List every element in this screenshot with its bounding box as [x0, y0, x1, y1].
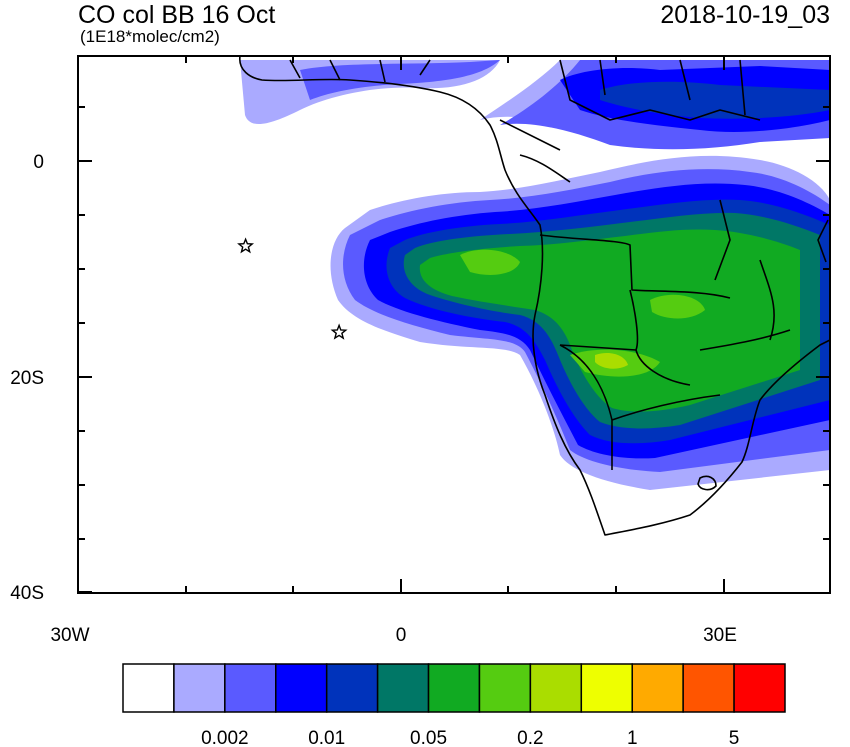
colorbar-swatch — [580, 663, 633, 713]
colorbar-swatch — [224, 663, 277, 713]
lon-tick-label: 30E — [703, 625, 737, 646]
star-marker — [330, 323, 348, 340]
colorbar-swatch — [478, 663, 532, 713]
africa-coastline — [239, 56, 830, 536]
lat-tick-label: 40S — [10, 583, 44, 604]
colorbar-label: 0.002 — [201, 728, 249, 747]
lesotho-outline — [697, 475, 717, 491]
lat-tick-label: 0 — [33, 152, 44, 173]
colorbar-swatch — [325, 663, 379, 713]
colorbar-swatch — [376, 663, 430, 713]
country-borders-east — [699, 199, 791, 351]
co-contour-0.1 — [419, 229, 800, 412]
colorbar-labels: 0.002 0.01 0.05 0.2 1 5 — [201, 728, 739, 747]
colorbar-swatch — [122, 663, 175, 713]
map-title: CO col BB 16 Oct — [78, 1, 276, 29]
colorbar-swatch — [733, 663, 786, 713]
country-borders-south — [539, 234, 731, 470]
lon-tick-label: 0 — [396, 625, 407, 646]
co-contour-0.2-c — [650, 294, 705, 319]
co-contour-0.2-a — [460, 249, 520, 275]
lat-tick-label: 20S — [10, 368, 44, 389]
colorbar-swatch — [682, 663, 735, 713]
colorbar-swatch — [631, 663, 684, 713]
colorbar-label: 1 — [627, 728, 638, 747]
country-borders-northeast — [559, 59, 761, 121]
colorbar-label: 5 — [729, 728, 740, 747]
co-contour-0.5 — [595, 353, 628, 369]
co-field — [240, 60, 830, 490]
co-contour-north-0.005 — [300, 60, 500, 100]
lon-tick-label: 30W — [50, 625, 89, 646]
map-frame — [77, 55, 831, 594]
colorbar-swatch — [529, 663, 583, 713]
country-borders-west-africa — [289, 59, 431, 83]
colorbar-swatch — [427, 663, 481, 713]
madagascar-coastline — [817, 219, 829, 263]
map-timestamp: 2018-10-19_03 — [660, 1, 830, 29]
colorbar-label: 0.05 — [410, 728, 447, 747]
coastlines — [239, 56, 830, 536]
colorbar — [122, 663, 786, 713]
colorbar-swatch — [173, 663, 226, 713]
colorbar-label: 0.01 — [308, 728, 345, 747]
colorbar-swatch — [275, 663, 328, 713]
island-markers — [237, 237, 348, 340]
country-borders-north — [499, 119, 571, 183]
co-contour-north-0.02 — [600, 81, 830, 119]
colorbar-label: 0.2 — [517, 728, 543, 747]
tick-marks — [77, 56, 830, 593]
map-units: (1E18*molec/cm2) — [80, 27, 220, 46]
star-marker — [237, 237, 255, 254]
